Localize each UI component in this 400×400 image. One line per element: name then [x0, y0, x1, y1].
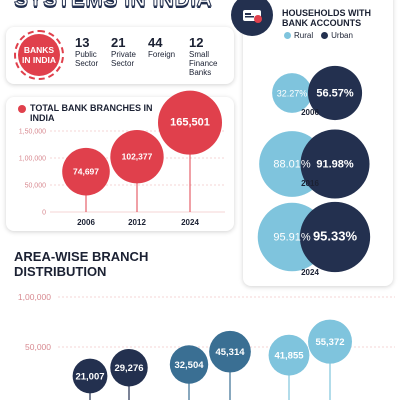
stat-label: Small Finance Banks [189, 50, 218, 77]
stat-value: 44 [148, 35, 163, 50]
y-tick-label: 50,000 [25, 342, 51, 352]
legend-label: Urban [331, 31, 353, 40]
bubble-mark [268, 334, 310, 376]
bank-account-icon [231, 0, 273, 36]
stat-label: Private Sector [111, 50, 136, 68]
stat-label: Public Sector [75, 50, 99, 68]
legend-label: Rural [294, 31, 314, 40]
data-label-rural: 88.01% [273, 159, 311, 171]
legend-item-urban: Urban [321, 31, 353, 40]
area-wise-title: AREA-WISE BRANCH DISTRIBUTION [14, 249, 149, 279]
data-label: 55,372 [315, 337, 344, 348]
branches-title-dot [18, 105, 26, 113]
stat-value: 21 [111, 35, 126, 50]
data-label-urban: 91.98% [316, 159, 354, 171]
data-label: 165,501 [170, 117, 210, 129]
bubble-mark [209, 330, 251, 373]
stat-foreign: 44 Foreign [148, 36, 175, 59]
y-tick-label: 1,50,000 [19, 129, 46, 136]
branches-title: TOTAL BANK BRANCHES IN INDIA [30, 103, 153, 123]
y-tick-label: 1,00,000 [18, 292, 51, 302]
stat-private-sector: 21 Private Sector [111, 36, 136, 68]
data-label: 32,504 [174, 360, 204, 371]
x-tick-label: 2006 [77, 218, 95, 227]
households-title: HOUSEHOLDS WITH BANK ACCOUNTS [282, 8, 371, 28]
bubble-mark-rural [272, 73, 312, 113]
year-label: 2024 [301, 268, 319, 277]
legend-swatch-rural [284, 32, 291, 39]
stat-small-finance: 12 Small Finance Banks [189, 36, 217, 77]
stat-value: 12 [189, 35, 204, 50]
page-title: SYSTEMS IN INDIA [14, 0, 224, 10]
x-tick-label: 2012 [128, 218, 146, 227]
stat-value: 13 [75, 35, 90, 50]
bubble-mark [169, 345, 209, 384]
bubble-mark-urban [307, 65, 363, 121]
bubble-mark [72, 358, 108, 394]
bubble-mark-urban [300, 129, 370, 199]
bank-stats-card: BANKS IN INDIA 13 Public Sector 21 Priva… [6, 27, 234, 84]
banks-badge: BANKS IN INDIA [14, 30, 64, 80]
y-tick-label: 1,00,000 [19, 156, 46, 163]
stat-label: Foreign [148, 50, 176, 59]
bubble-mark [62, 147, 110, 196]
households-legend: Rural Urban [284, 31, 353, 40]
data-label: 29,276 [114, 363, 143, 374]
data-label: 41,855 [274, 351, 304, 362]
year-label: 2016 [301, 179, 319, 188]
stat-public-sector: 13 Public Sector [75, 36, 98, 68]
data-label-rural: 32.27% [277, 89, 308, 99]
data-label: 74,697 [73, 167, 99, 177]
banks-badge-label: BANKS IN INDIA [18, 34, 60, 76]
y-tick-label: 50,000 [25, 183, 47, 190]
data-label-urban: 56.57% [316, 88, 354, 100]
bubble-mark [110, 348, 148, 387]
bubble-mark [308, 319, 352, 364]
legend-item-rural: Rural [284, 31, 313, 40]
bubble-mark-urban [299, 201, 371, 273]
data-label-urban: 95.33% [313, 229, 358, 244]
year-label: 2006 [301, 108, 319, 117]
y-tick-label: 0 [42, 210, 46, 217]
x-tick-label: 2024 [181, 218, 199, 227]
data-label-rural: 95.91% [273, 232, 311, 244]
data-label: 45,314 [215, 347, 245, 358]
bubble-mark [110, 130, 164, 184]
data-label: 102,377 [122, 152, 153, 162]
legend-swatch-urban [321, 32, 329, 39]
data-label: 21,007 [75, 371, 104, 382]
bubble-mark [158, 90, 222, 155]
